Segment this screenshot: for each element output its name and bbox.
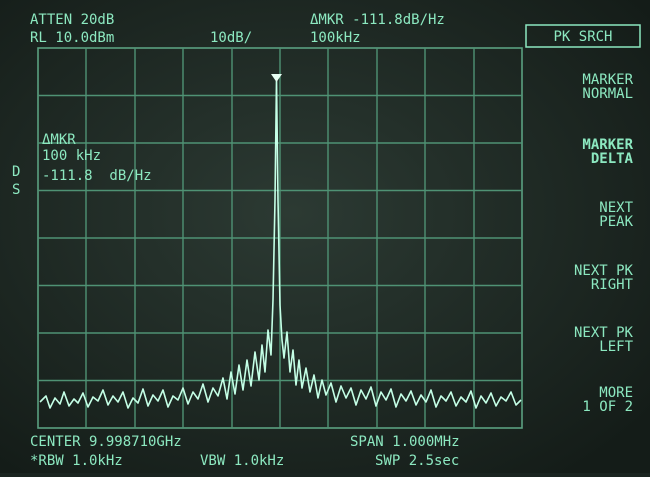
softkey-label[interactable]: RIGHT (591, 277, 634, 293)
indicator: S (12, 182, 20, 198)
marker-symbol (271, 74, 282, 82)
indicator: D (12, 164, 20, 180)
scale-label: 10dB/ (210, 30, 252, 46)
marker-freq-label: 100kHz (310, 30, 361, 46)
readout-label: ΔMKR (42, 132, 76, 148)
softkey-label[interactable]: PEAK (599, 214, 633, 230)
softkey-label[interactable]: NEXT (599, 200, 633, 216)
softkey-label[interactable]: MARKER (582, 72, 633, 88)
softkey-label[interactable]: DELTA (591, 151, 634, 167)
softkey-label[interactable]: 1 OF 2 (582, 399, 633, 415)
softkey-label[interactable]: MORE (599, 385, 633, 401)
center-label: CENTER 9.998710GHz (30, 434, 182, 450)
graticule (37, 47, 523, 429)
softkey-label[interactable]: NORMAL (582, 86, 633, 102)
spectrum-trace (39, 77, 522, 409)
softkey-label[interactable]: NEXT PK (574, 263, 634, 279)
vbw-label: VBW 1.0kHz (200, 453, 284, 469)
delta-marker-label: ΔMKR -111.8dB/Hz (310, 12, 445, 28)
softkey-label[interactable]: NEXT PK (574, 325, 634, 341)
readout-level: -111.8 dB/Hz (42, 168, 152, 184)
softkey-label[interactable]: LEFT (599, 339, 633, 355)
span-label: SPAN 1.000MHz (350, 434, 460, 450)
ref-level-label: RL 10.0dBm (30, 30, 114, 46)
sweep-label: SWP 2.5sec (375, 453, 459, 469)
rbw-label: *RBW 1.0kHz (30, 453, 123, 469)
softkey-title-box (525, 24, 641, 48)
atten-label: ATTEN 20dB (30, 12, 114, 28)
softkey-title[interactable]: PK SRCH (553, 29, 612, 45)
softkey-label[interactable]: MARKER (582, 137, 633, 153)
readout-freq: 100 kHz (42, 148, 101, 164)
